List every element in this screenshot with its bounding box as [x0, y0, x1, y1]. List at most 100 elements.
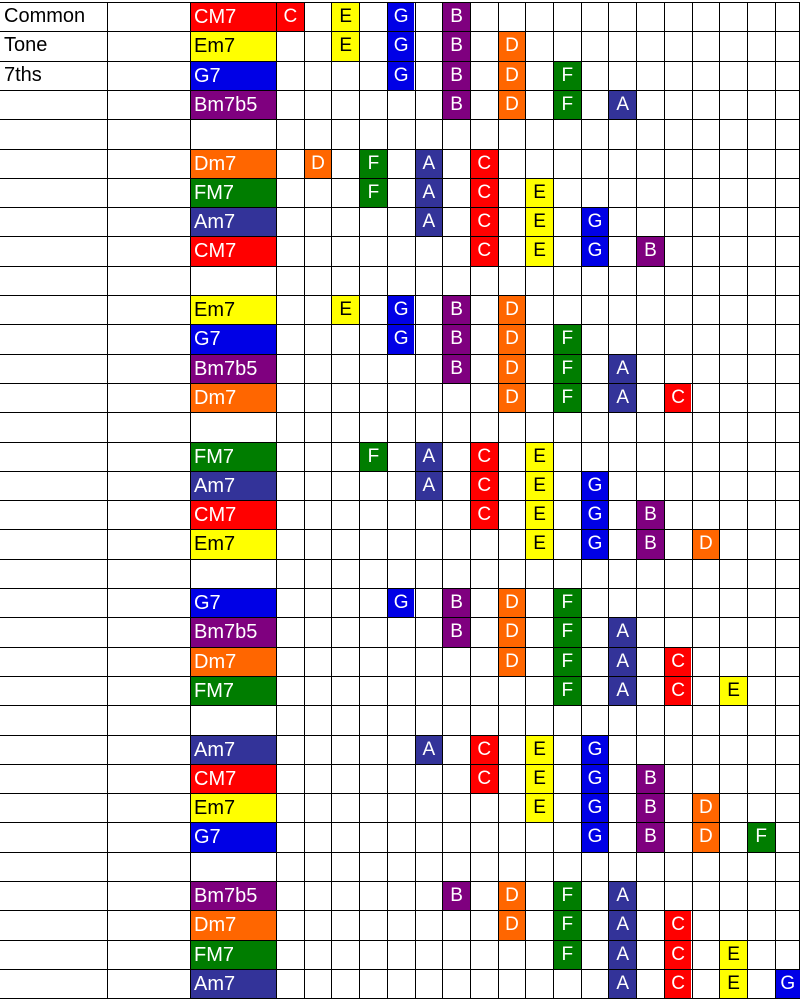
chord-name-cell: FM7: [191, 676, 276, 706]
note-cell: G: [775, 969, 800, 999]
note-cell: G: [581, 237, 609, 266]
grid-line: [0, 412, 800, 414]
chord-name-cell: Em7: [191, 794, 276, 823]
note-cell: G: [581, 794, 609, 823]
note-cell: B: [637, 530, 664, 559]
note-cell: A: [609, 882, 637, 911]
note-cell: E: [526, 208, 553, 237]
note-cell: D: [304, 149, 332, 178]
note-cell: D: [498, 61, 526, 90]
grid-line: [0, 675, 800, 677]
note-cell: A: [415, 178, 443, 208]
note-cell: C: [470, 501, 498, 530]
note-cell: F: [554, 940, 581, 969]
grid-line: [0, 353, 800, 355]
note-cell: B: [443, 61, 470, 90]
note-cell: G: [387, 32, 415, 61]
note-cell: F: [554, 882, 581, 911]
note-cell: B: [443, 296, 470, 325]
chord-name-cell: Bm7b5: [191, 90, 276, 120]
note-cell: A: [609, 940, 637, 969]
note-cell: E: [526, 530, 553, 559]
note-cell: C: [277, 3, 304, 32]
chord-name-cell: Dm7: [191, 149, 276, 178]
note-cell: D: [498, 32, 526, 61]
note-cell: B: [637, 764, 664, 794]
chord-name-cell: Am7: [191, 208, 276, 237]
note-cell: A: [609, 354, 637, 383]
note-cell: D: [692, 823, 720, 852]
grid-line: [0, 558, 800, 560]
chord-name-cell: FM7: [191, 442, 276, 471]
note-cell: D: [498, 882, 526, 911]
grid-line: [0, 60, 800, 62]
note-cell: A: [609, 676, 637, 706]
note-cell: C: [664, 647, 692, 676]
note-cell: C: [470, 735, 498, 764]
grid-line: [0, 968, 800, 970]
note-cell: E: [720, 969, 747, 999]
chord-name-cell: Am7: [191, 471, 276, 501]
grid-line: [0, 441, 800, 443]
grid-line: [0, 529, 800, 531]
note-cell: B: [443, 589, 470, 618]
note-cell: D: [498, 325, 526, 354]
grid-line: [0, 500, 800, 502]
note-cell: F: [360, 178, 387, 208]
note-cell: C: [470, 471, 498, 501]
note-cell: G: [581, 530, 609, 559]
grid-line: [0, 793, 800, 795]
grid-line: [0, 588, 800, 589]
note-cell: D: [498, 383, 526, 413]
grid-line: [0, 295, 800, 296]
note-cell: A: [415, 149, 443, 178]
note-cell: G: [581, 735, 609, 764]
note-cell: A: [609, 618, 637, 647]
grid-line: [0, 881, 800, 882]
grid-line: [0, 207, 800, 209]
note-cell: E: [332, 32, 360, 61]
grid-line: [0, 939, 800, 941]
note-cell: B: [637, 794, 664, 823]
grid-line: [0, 236, 800, 238]
note-cell: E: [526, 794, 553, 823]
note-cell: G: [387, 325, 415, 354]
note-cell: E: [526, 764, 553, 794]
note-cell: B: [443, 882, 470, 911]
note-cell: F: [554, 383, 581, 413]
chord-name-cell: Dm7: [191, 383, 276, 413]
grid-line: [0, 265, 800, 267]
note-cell: B: [443, 90, 470, 120]
grid-line: [0, 148, 800, 150]
note-cell: B: [637, 237, 664, 266]
note-cell: F: [554, 911, 581, 940]
note-cell: F: [554, 354, 581, 383]
note-cell: D: [498, 618, 526, 647]
note-cell: F: [747, 823, 775, 852]
grid-line: [0, 910, 800, 912]
note-cell: C: [470, 178, 498, 208]
grid-line: [0, 119, 800, 121]
note-cell: D: [498, 296, 526, 325]
chord-name-cell: CM7: [191, 501, 276, 530]
note-cell: D: [498, 90, 526, 120]
chord-name-cell: Em7: [191, 530, 276, 559]
note-cell: G: [581, 208, 609, 237]
note-cell: B: [443, 32, 470, 61]
note-cell: E: [526, 178, 553, 208]
note-cell: A: [415, 442, 443, 471]
note-cell: F: [554, 325, 581, 354]
chord-name-cell: Em7: [191, 296, 276, 325]
chord-name-cell: Bm7b5: [191, 618, 276, 647]
note-cell: C: [470, 149, 498, 178]
note-cell: G: [581, 501, 609, 530]
note-cell: G: [387, 61, 415, 90]
note-cell: G: [387, 589, 415, 618]
note-cell: B: [637, 823, 664, 852]
chord-name-cell: G7: [191, 823, 276, 852]
note-cell: D: [498, 589, 526, 618]
note-cell: D: [692, 794, 720, 823]
note-cell: E: [720, 676, 747, 706]
chord-name-cell: Am7: [191, 735, 276, 764]
